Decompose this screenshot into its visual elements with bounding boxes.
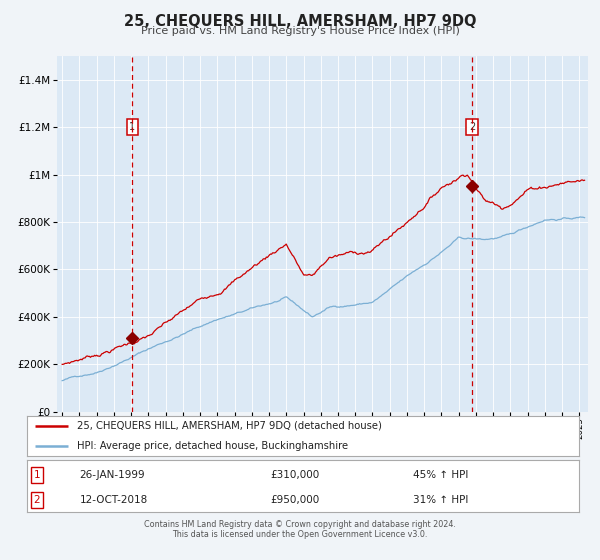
Text: 25, CHEQUERS HILL, AMERSHAM, HP7 9DQ: 25, CHEQUERS HILL, AMERSHAM, HP7 9DQ <box>124 14 476 29</box>
Text: This data is licensed under the Open Government Licence v3.0.: This data is licensed under the Open Gov… <box>172 530 428 539</box>
Text: £950,000: £950,000 <box>270 495 319 505</box>
Text: 26-JAN-1999: 26-JAN-1999 <box>79 470 145 480</box>
Text: Contains HM Land Registry data © Crown copyright and database right 2024.: Contains HM Land Registry data © Crown c… <box>144 520 456 529</box>
Text: HPI: Average price, detached house, Buckinghamshire: HPI: Average price, detached house, Buck… <box>77 441 348 451</box>
Text: Price paid vs. HM Land Registry's House Price Index (HPI): Price paid vs. HM Land Registry's House … <box>140 26 460 36</box>
Text: 2: 2 <box>34 495 40 505</box>
Text: 2: 2 <box>469 122 475 132</box>
Text: 45% ↑ HPI: 45% ↑ HPI <box>413 470 469 480</box>
Text: 1: 1 <box>129 122 136 132</box>
Text: 1: 1 <box>34 470 40 480</box>
Text: 12-OCT-2018: 12-OCT-2018 <box>79 495 148 505</box>
Text: 25, CHEQUERS HILL, AMERSHAM, HP7 9DQ (detached house): 25, CHEQUERS HILL, AMERSHAM, HP7 9DQ (de… <box>77 421 382 431</box>
Text: £310,000: £310,000 <box>270 470 319 480</box>
Text: 31% ↑ HPI: 31% ↑ HPI <box>413 495 469 505</box>
